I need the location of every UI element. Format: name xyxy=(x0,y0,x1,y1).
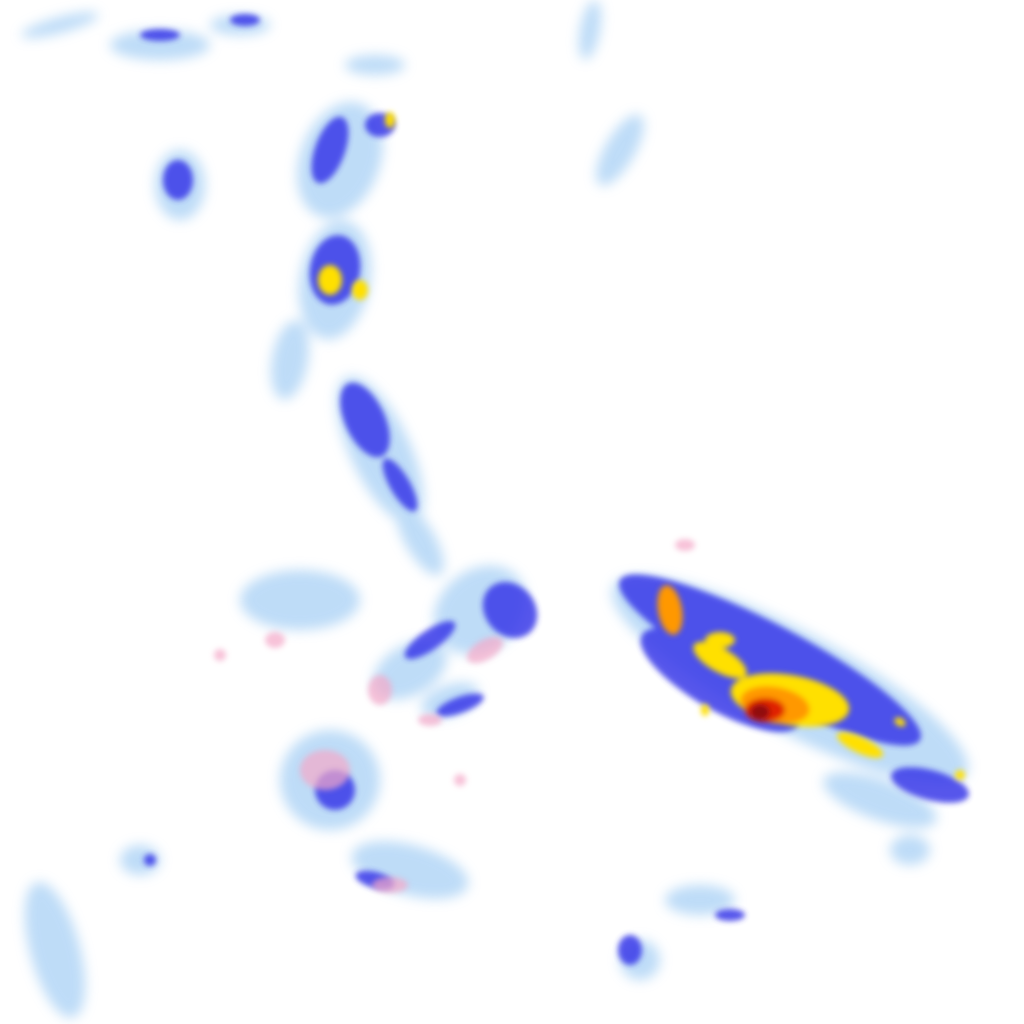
moderate-precip-cell xyxy=(618,935,642,965)
mixed-precip-cell xyxy=(372,877,408,893)
light-precip-cell xyxy=(21,12,99,38)
heavy-precip-layer xyxy=(318,112,965,780)
heavy-precip-cell xyxy=(693,641,747,679)
moderate-precip-cell xyxy=(891,767,969,803)
heavy-precip-cell xyxy=(352,280,368,300)
heavy-precip-cell xyxy=(657,585,683,635)
heavy-precip-cell xyxy=(701,704,709,716)
mixed-precip-cell xyxy=(214,649,226,661)
light-precip-cell xyxy=(890,835,930,865)
moderate-precip-cell xyxy=(140,29,180,41)
heavy-precip-cell xyxy=(955,770,965,780)
light-precip-cell xyxy=(240,570,360,630)
moderate-precip-cell xyxy=(340,382,390,458)
light-precip-cell xyxy=(24,882,86,1018)
mixed-precip-layer xyxy=(214,539,695,893)
mixed-precip-cell xyxy=(418,714,442,726)
moderate-precip-cell xyxy=(144,854,156,866)
light-precip-cell xyxy=(373,640,447,700)
light-precip-cell xyxy=(596,114,644,186)
mixed-precip-cell xyxy=(300,750,350,790)
heavy-precip-cell xyxy=(837,732,883,758)
light-precip-cell xyxy=(823,772,937,828)
moderate-precip-cell xyxy=(230,14,260,26)
heavy-precip-cell xyxy=(750,704,770,720)
light-precip-cell xyxy=(110,30,210,60)
mixed-precip-cell xyxy=(675,539,695,551)
moderate-precip-cell xyxy=(715,909,745,921)
moderate-precip-cell xyxy=(311,116,349,184)
moderate-precip-layer xyxy=(140,14,969,965)
light-precip-cell xyxy=(578,0,602,60)
light-precip-cell xyxy=(351,841,469,899)
heavy-precip-cell xyxy=(705,632,735,648)
light-precip-cell xyxy=(270,320,310,400)
mixed-precip-cell xyxy=(454,774,466,786)
light-precip-layer xyxy=(21,0,969,1018)
moderate-precip-cell xyxy=(404,620,456,660)
light-precip-cell xyxy=(120,845,160,875)
heavy-precip-cell xyxy=(318,265,342,295)
moderate-precip-cell xyxy=(482,581,538,639)
light-precip-cell xyxy=(396,504,444,576)
light-precip-cell xyxy=(345,55,405,75)
mixed-precip-cell xyxy=(265,632,285,648)
heavy-precip-cell xyxy=(894,717,906,727)
mixed-precip-cell xyxy=(368,675,392,705)
moderate-precip-cell xyxy=(163,160,193,200)
mixed-precip-cell xyxy=(466,636,504,664)
moderate-precip-cell xyxy=(436,693,484,717)
light-precip-cell xyxy=(665,885,735,915)
moderate-precip-cell xyxy=(382,458,418,512)
heavy-precip-cell xyxy=(385,112,395,128)
